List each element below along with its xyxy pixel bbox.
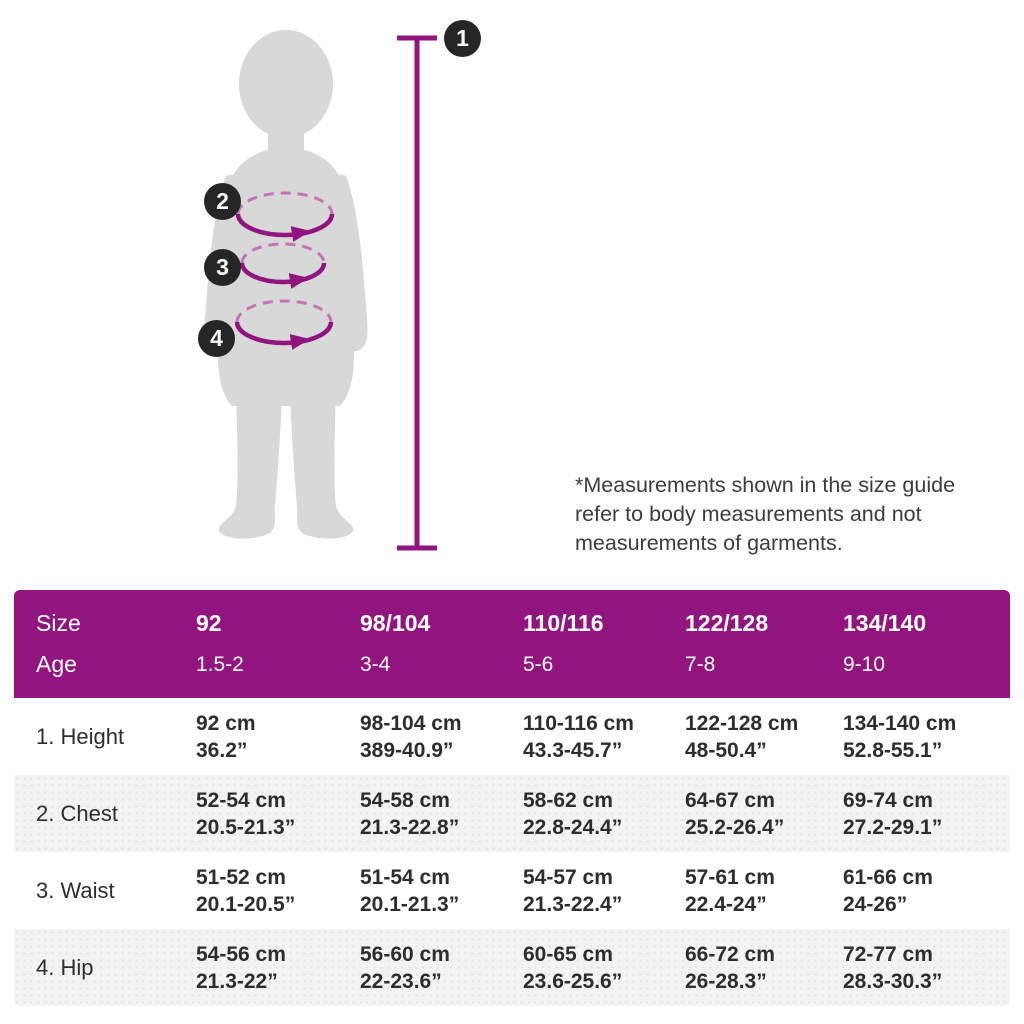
measure-cell: 58-62 cm 22.8-24.4” — [523, 788, 623, 839]
measure-cell: 110-116 cm 43.3-45.7” — [523, 711, 634, 762]
measure-cell: 69-74 cm 27.2-29.1” — [843, 788, 943, 839]
measure-cell: 98-104 cm 389-40.9” — [360, 711, 462, 762]
measure-cell: 122-128 cm 48-50.4” — [685, 711, 799, 762]
table-row-hip: 4. Hip 54-56 cm 21.3-22” 56-60 cm 22-23.6”… — [14, 929, 1010, 1006]
measure-cell: 54-57 cm 21.3-22.4” — [523, 865, 623, 916]
measure-cell: 66-72 cm 26-28.3” — [685, 942, 775, 993]
size-value: 98/104 — [360, 610, 431, 636]
row-label: 4. Hip — [36, 954, 94, 980]
table-row-chest: 2. Chest 52-54 cm 20.5-21.3” 54-58 cm 21.3… — [14, 775, 1010, 852]
marker-badge-height: 1 — [444, 20, 481, 57]
measure-cell: 56-60 cm 22-23.6” — [360, 942, 450, 993]
measure-cell: 51-52 cm 20.1-20.5” — [196, 865, 296, 916]
child-silhouette — [204, 30, 368, 539]
marker-badge-hip: 4 — [198, 320, 235, 357]
measure-cell: 51-54 cm 20.1-21.3” — [360, 865, 460, 916]
marker-badge-waist: 3 — [204, 249, 241, 286]
measurement-overlay — [234, 35, 437, 551]
measure-cell: 60-65 cm 23.6-25.6” — [523, 942, 623, 993]
size-guide-table: Size 92 98/104 110/116 122/128 134/140 A… — [14, 590, 1010, 1006]
age-value: 9-10 — [843, 652, 886, 676]
measure-cell: 64-67 cm 25.2-26.4” — [685, 788, 785, 839]
size-header-row: Size 92 98/104 110/116 122/128 134/140 — [14, 610, 1010, 637]
row-label: 1. Height — [36, 723, 125, 749]
table-row-height: 1. Height 92 cm 36.2” 98-104 cm 389-40.9” … — [14, 698, 1010, 775]
measure-cell: 61-66 cm 24-26” — [843, 865, 933, 916]
age-value: 5-6 — [523, 652, 554, 676]
measure-cell: 134-140 cm 52.8-55.1” — [843, 711, 957, 762]
hip-measure-ellipse — [234, 299, 334, 350]
measure-cell: 52-54 cm 20.5-21.3” — [196, 788, 296, 839]
size-value: 110/116 — [523, 610, 604, 636]
age-header-label: Age — [36, 651, 77, 677]
measure-cell: 57-61 cm 22.4-24” — [685, 865, 775, 916]
measure-cell: 54-58 cm 21.3-22.8” — [360, 788, 460, 839]
size-value: 134/140 — [843, 610, 927, 636]
size-value: 122/128 — [685, 610, 769, 636]
size-header-label: Size — [36, 610, 81, 636]
height-measure-line — [397, 35, 437, 551]
figure-area: 1 2 3 4 *Measurements shown in the size … — [198, 20, 956, 555]
size-value: 92 — [196, 610, 222, 636]
measure-cell: 92 cm 36.2” — [196, 711, 256, 762]
age-value: 7-8 — [685, 652, 716, 676]
age-header-row: Age 1.5-2 3-4 5-6 7-8 9-10 — [14, 651, 1010, 678]
row-label: 3. Waist — [36, 877, 115, 903]
chest-measure-ellipse — [235, 191, 335, 242]
age-value: 3-4 — [360, 652, 391, 676]
waist-measure-ellipse — [239, 242, 327, 289]
age-value: 1.5-2 — [196, 652, 244, 676]
table-row-waist: 3. Waist 51-52 cm 20.1-20.5” 51-54 cm 20.1… — [14, 852, 1010, 929]
table-header: Size 92 98/104 110/116 122/128 134/140 A… — [14, 590, 1010, 698]
row-label: 2. Chest — [36, 800, 118, 826]
measure-cell: 54-56 cm 21.3-22” — [196, 942, 286, 993]
marker-badge-chest: 2 — [204, 183, 241, 220]
measurements-note: *Measurements shown in the size guide re… — [575, 473, 956, 555]
measure-cell: 72-77 cm 28.3-30.3” — [843, 942, 943, 993]
